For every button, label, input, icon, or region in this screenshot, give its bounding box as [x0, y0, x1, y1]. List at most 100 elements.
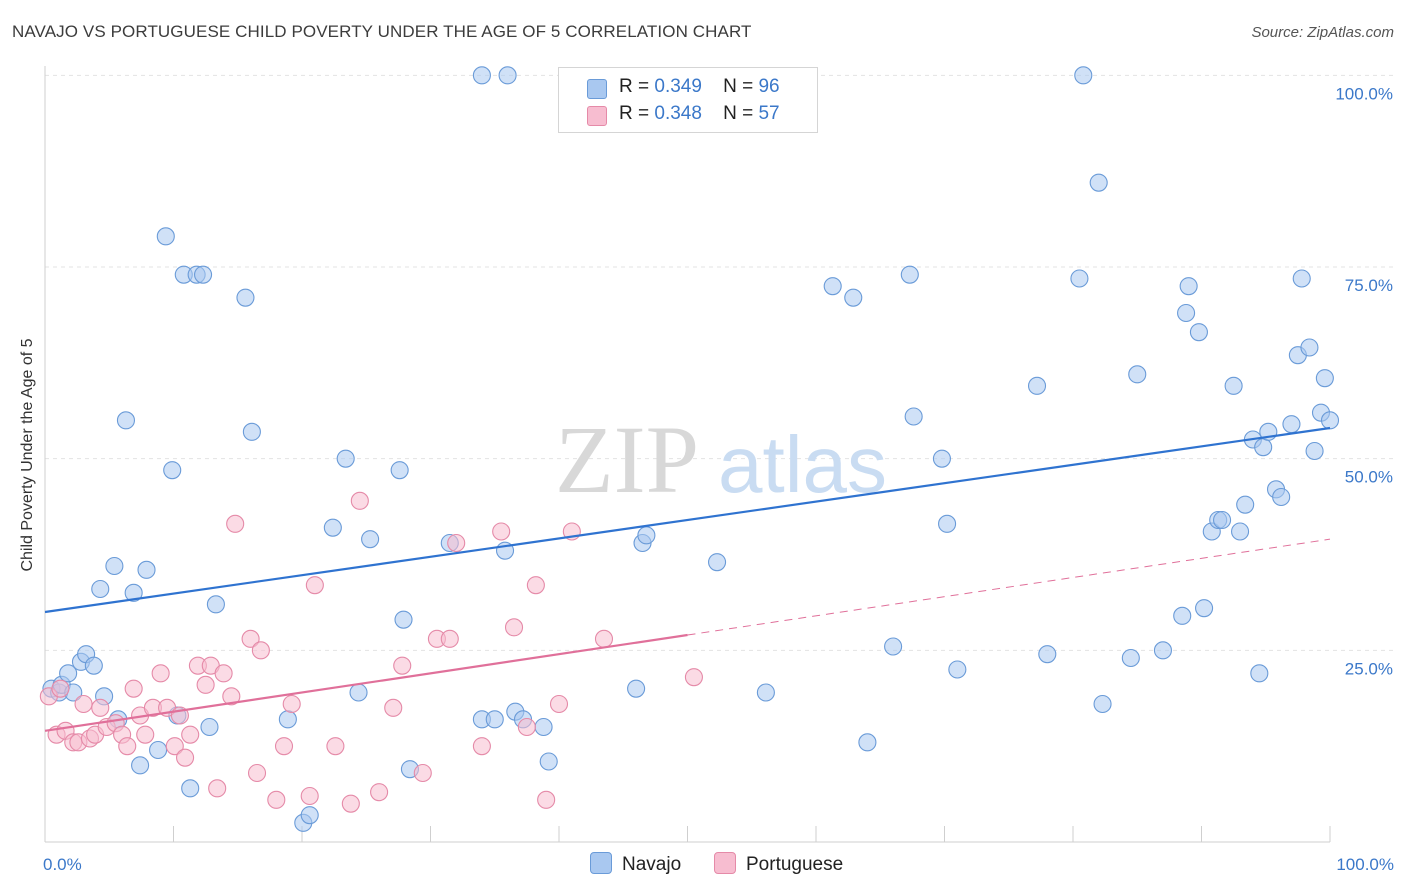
portuguese-point	[118, 737, 137, 756]
navajo-point	[1089, 173, 1108, 192]
portuguese-point	[384, 698, 403, 717]
navajo-point	[300, 806, 319, 825]
legend-n-label: N =	[723, 76, 754, 97]
navajo-point	[1153, 641, 1172, 660]
navajo-point	[1189, 323, 1208, 342]
navajo-point	[323, 518, 342, 537]
navajo-point	[1305, 441, 1324, 461]
navajo-point	[539, 752, 558, 771]
portuguese-point	[196, 675, 215, 694]
portuguese-point	[370, 783, 389, 802]
navajo-point	[181, 779, 200, 798]
navajo-point	[390, 461, 409, 480]
portuguese-swatch	[587, 106, 607, 126]
navajo-point	[131, 756, 150, 775]
navajo-point	[708, 553, 727, 572]
navajo-point	[637, 526, 656, 545]
source-credit: Source: ZipAtlas.com	[1251, 24, 1394, 41]
navajo-point	[1250, 664, 1269, 683]
portuguese-point	[226, 514, 245, 533]
portuguese-point	[124, 679, 143, 698]
portuguese-point	[305, 576, 324, 595]
navajo-point	[1121, 648, 1140, 668]
navajo-point	[1173, 606, 1192, 625]
portuguese-point	[341, 794, 360, 813]
navajo-point	[236, 288, 255, 307]
axes	[44, 66, 1331, 843]
correlation-legend: R = 0.349 N = 96 R = 0.348 N = 57	[558, 67, 818, 133]
navajo-point	[1254, 438, 1273, 457]
navajo-point	[1315, 369, 1334, 388]
portuguese-point	[267, 790, 286, 809]
navajo-point	[627, 679, 646, 698]
legend-n-label: N =	[723, 103, 754, 124]
navajo-point	[349, 683, 368, 702]
portuguese-point	[176, 748, 195, 767]
navajo-point	[1177, 303, 1196, 323]
portuguese-point	[274, 737, 294, 756]
navajo-point	[1236, 495, 1255, 514]
navajo-point	[361, 530, 380, 549]
portuguese-point	[51, 679, 70, 698]
navajo-point	[1074, 66, 1093, 85]
navajo-point	[1070, 269, 1089, 288]
portuguese-point	[413, 763, 432, 783]
navajo-point	[1300, 338, 1319, 357]
portuguese-point	[350, 491, 369, 510]
navajo-point	[904, 407, 923, 426]
navajo-trend-line	[44, 426, 1331, 614]
navajo-point	[1093, 694, 1112, 714]
navajo-swatch	[587, 79, 607, 99]
y-tick-label: 75.0%	[1345, 276, 1393, 295]
navajo-point	[498, 66, 517, 85]
navajo-swatch	[590, 852, 612, 874]
navajo-point	[1231, 522, 1250, 541]
watermark: ZIP atlas	[555, 406, 887, 513]
portuguese-point	[504, 618, 524, 637]
portuguese-point	[492, 522, 511, 541]
navajo-point	[149, 740, 168, 760]
portuguese-trend-line	[44, 633, 688, 732]
portuguese-trend-extension	[687, 538, 1331, 636]
portuguese-point	[74, 694, 93, 714]
watermark-zip: ZIP	[555, 406, 699, 513]
legend-navajo-r: 0.349	[654, 76, 702, 97]
portuguese-point	[594, 629, 614, 648]
y-tick-label: 50.0%	[1345, 468, 1393, 487]
navajo-point	[336, 449, 355, 468]
portuguese-point	[214, 664, 233, 683]
legend-portuguese-n: 57	[758, 103, 780, 124]
navajo-point	[1195, 599, 1214, 618]
trend-lines	[44, 426, 1331, 732]
navajo-point	[932, 449, 951, 468]
portuguese-point	[208, 779, 227, 798]
navajo-point	[206, 595, 225, 614]
navajo-point	[394, 610, 413, 629]
portuguese-point	[136, 725, 155, 744]
navajo-point	[137, 560, 156, 579]
navajo-point	[534, 717, 553, 737]
portuguese-point	[251, 641, 270, 660]
legend-portuguese-r: 0.348	[654, 103, 702, 124]
navajo-point	[91, 579, 110, 599]
legend-navajo-n: 96	[758, 76, 780, 97]
portuguese-point	[393, 656, 412, 675]
portuguese-point	[526, 576, 545, 595]
navajo-point	[105, 556, 124, 576]
navajo-point	[1272, 487, 1291, 507]
navajo-point	[163, 461, 182, 480]
portuguese-point	[537, 790, 556, 809]
bottom-legend-portuguese: Portuguese	[714, 852, 843, 876]
navajo-point	[242, 422, 261, 441]
portuguese-point	[472, 737, 491, 756]
navajo-point	[1224, 376, 1243, 395]
y-tick-label: 25.0%	[1345, 659, 1393, 678]
legend-r-label: R =	[619, 103, 650, 124]
navajo-point	[1320, 411, 1340, 430]
navajo-point	[485, 710, 504, 729]
portuguese-point	[151, 664, 170, 683]
tick-labels: 25.0% 50.0% 75.0% 100.0% 0.0% 100.0%	[43, 84, 1394, 874]
chart-title: NAVAJO VS PORTUGUESE CHILD POVERTY UNDER…	[12, 22, 752, 41]
navajo-point	[858, 733, 877, 752]
